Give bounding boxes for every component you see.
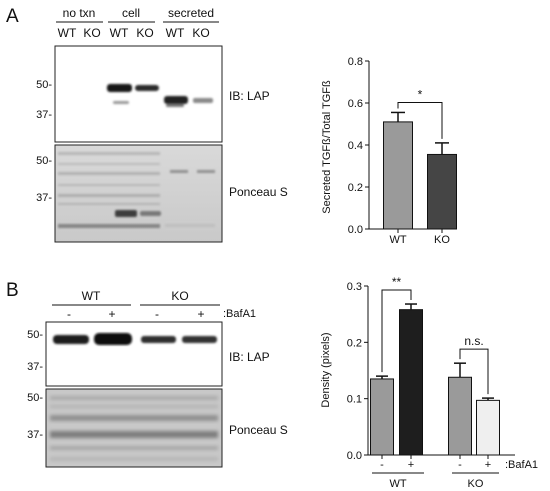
- significance-label: **: [392, 275, 402, 289]
- x-tick-label: +: [408, 459, 414, 471]
- b-group-label-ko: KO: [171, 289, 188, 303]
- group-label-secreted: secreted: [168, 6, 214, 20]
- y-tick-label: 0.4: [348, 140, 363, 152]
- panel-a-ponceau-blot: [54, 144, 223, 243]
- group-label: WT: [389, 478, 406, 490]
- b-top-blot-label: IB: LAP: [229, 350, 270, 364]
- panel-b-ponceau-blot: [45, 388, 223, 468]
- group-label: KO: [468, 478, 484, 490]
- lane-label-3: WT: [110, 26, 129, 40]
- panel-a-lane-labels: WT KO WT KO WT KO: [58, 26, 210, 40]
- y-tick-label: 0.1: [347, 394, 362, 406]
- lane-label-2: KO: [83, 26, 100, 40]
- chart-a-ylabel: Secreted TGFß/Total TGFß: [321, 80, 333, 214]
- panel-a-letter: A: [6, 6, 19, 27]
- x-tick-label: +: [485, 459, 491, 471]
- bar: [476, 399, 500, 456]
- b-top-marker-50: 50-: [27, 329, 43, 341]
- significance-label: n.s.: [464, 334, 483, 348]
- x-tick-label: WT: [389, 234, 406, 246]
- panel-b-letter: B: [6, 280, 19, 301]
- lane-label-6: KO: [192, 26, 209, 40]
- panel-a-group-labels: no txn cell secreted: [56, 6, 219, 23]
- b-lane-sign-2: +: [108, 307, 115, 321]
- a-bottom-marker-50: 50-: [36, 155, 52, 167]
- bar: [399, 309, 423, 456]
- chart-b-ylabel: Density (pixels): [320, 332, 332, 407]
- b-group-label-wt: WT: [82, 289, 101, 303]
- y-tick-label: 0.8: [348, 56, 363, 68]
- panel-b-group-labels: WT KO :BafA1 - + - +: [52, 289, 256, 321]
- y-tick-label: 0.6: [348, 98, 363, 110]
- a-top-blot-label: IB: LAP: [229, 89, 270, 103]
- lane-label-1: WT: [58, 26, 77, 40]
- a-top-marker-50: 50-: [36, 79, 52, 91]
- panel-b-ib-blot: [45, 321, 223, 387]
- a-bottom-marker-37: 37-: [36, 192, 52, 204]
- x-tick-label: -: [380, 459, 384, 471]
- a-top-marker-37: 37-: [36, 109, 52, 121]
- bar: [370, 378, 394, 456]
- y-tick-label: 0.2: [348, 182, 363, 194]
- panel-a-ib-blot: [54, 45, 223, 143]
- a-bottom-blot-label: Ponceau S: [229, 185, 288, 199]
- x-tick-label: -: [458, 459, 462, 471]
- bar: [383, 121, 413, 230]
- chart-a: 0.0 0.2 0.4 0.6 0.8 WT KO *: [348, 56, 457, 246]
- significance-bracket: [459, 348, 489, 395]
- b-bottom-marker-37: 37-: [27, 429, 43, 441]
- chart-b: 0.0 0.1 0.2 0.3 - + - + ** n.s. WT KO :BafA1: [347, 275, 538, 490]
- significance-bracket: [397, 101, 443, 139]
- b-bottom-marker-50: 50-: [27, 392, 43, 404]
- bar: [427, 153, 457, 230]
- b-lane-sign-1: -: [67, 307, 71, 321]
- x-tick-label: KO: [434, 234, 450, 246]
- b-bottom-blot-label: Ponceau S: [229, 423, 288, 437]
- lane-label-4: KO: [136, 26, 153, 40]
- significance-label: *: [418, 87, 423, 101]
- treatment-label: :BafA1: [505, 459, 538, 471]
- lane-label-5: WT: [166, 26, 185, 40]
- significance-bracket: [381, 289, 412, 373]
- y-tick-label: 0.2: [347, 337, 362, 349]
- y-tick-label: 0.0: [347, 450, 362, 462]
- b-lane-sign-4: +: [197, 307, 204, 321]
- y-tick-label: 0.0: [348, 224, 363, 236]
- group-label-cell: cell: [122, 6, 140, 20]
- y-tick-label: 0.3: [347, 281, 362, 293]
- b-blot-treatment-label: :BafA1: [223, 308, 256, 320]
- bar: [448, 376, 472, 456]
- b-lane-sign-3: -: [155, 307, 159, 321]
- b-top-marker-37: 37-: [27, 361, 43, 373]
- group-label-no-txn: no txn: [63, 6, 96, 20]
